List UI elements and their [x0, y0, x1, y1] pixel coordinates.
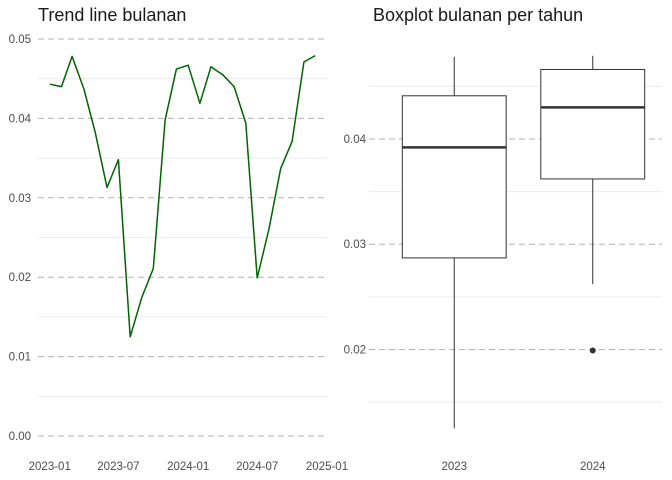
y-tick-label: 0.00 [9, 431, 31, 443]
y-tick-label: 0.03 [344, 239, 366, 251]
iqr-box [401, 95, 507, 259]
y-tick-label: 0.05 [9, 34, 31, 46]
y-tick-label: 0.01 [9, 352, 31, 364]
x-tick-label: 2024-01 [167, 461, 209, 473]
x-tick-label: 2023-07 [97, 461, 139, 473]
boxplot-x-axis: 2023 2024 [441, 461, 606, 473]
trend-line-title: Trend line bulanan [38, 5, 186, 25]
x-tick-label: 2024 [580, 461, 606, 473]
trend-line-y-axis: 0.00 0.01 0.02 0.03 0.04 0.05 [9, 34, 32, 443]
boxplot-panel: Boxplot bulanan per tahun 0.02 0.03 0.04 2… [344, 5, 662, 473]
y-tick-label: 0.04 [9, 113, 32, 125]
trend-line-panel: Trend line bulanan 0.000.010.020.030.040… [9, 5, 349, 473]
y-tick-label: 0.03 [9, 193, 31, 205]
x-tick-label: 2023 [441, 461, 467, 473]
y-tick-label: 0.02 [344, 344, 366, 356]
iqr-box [540, 68, 646, 180]
trend-line-series [49, 54, 316, 338]
trend-line [49, 54, 316, 338]
x-tick-label: 2025-01 [306, 461, 348, 473]
boxplot-title: Boxplot bulanan per tahun [373, 5, 583, 25]
outlier-point [589, 347, 596, 354]
boxplot-y-axis: 0.02 0.03 0.04 [344, 134, 367, 357]
trend-line-grid [38, 38, 327, 437]
boxplot-boxes [401, 55, 646, 429]
x-tick-label: 2023-01 [29, 461, 71, 473]
trend-line-x-axis: 2023-01 2023-07 2024-01 2024-07 2025-01 [29, 461, 348, 473]
y-tick-label: 0.04 [344, 134, 367, 146]
x-tick-label: 2024-07 [236, 461, 278, 473]
y-tick-label: 0.02 [9, 272, 31, 284]
